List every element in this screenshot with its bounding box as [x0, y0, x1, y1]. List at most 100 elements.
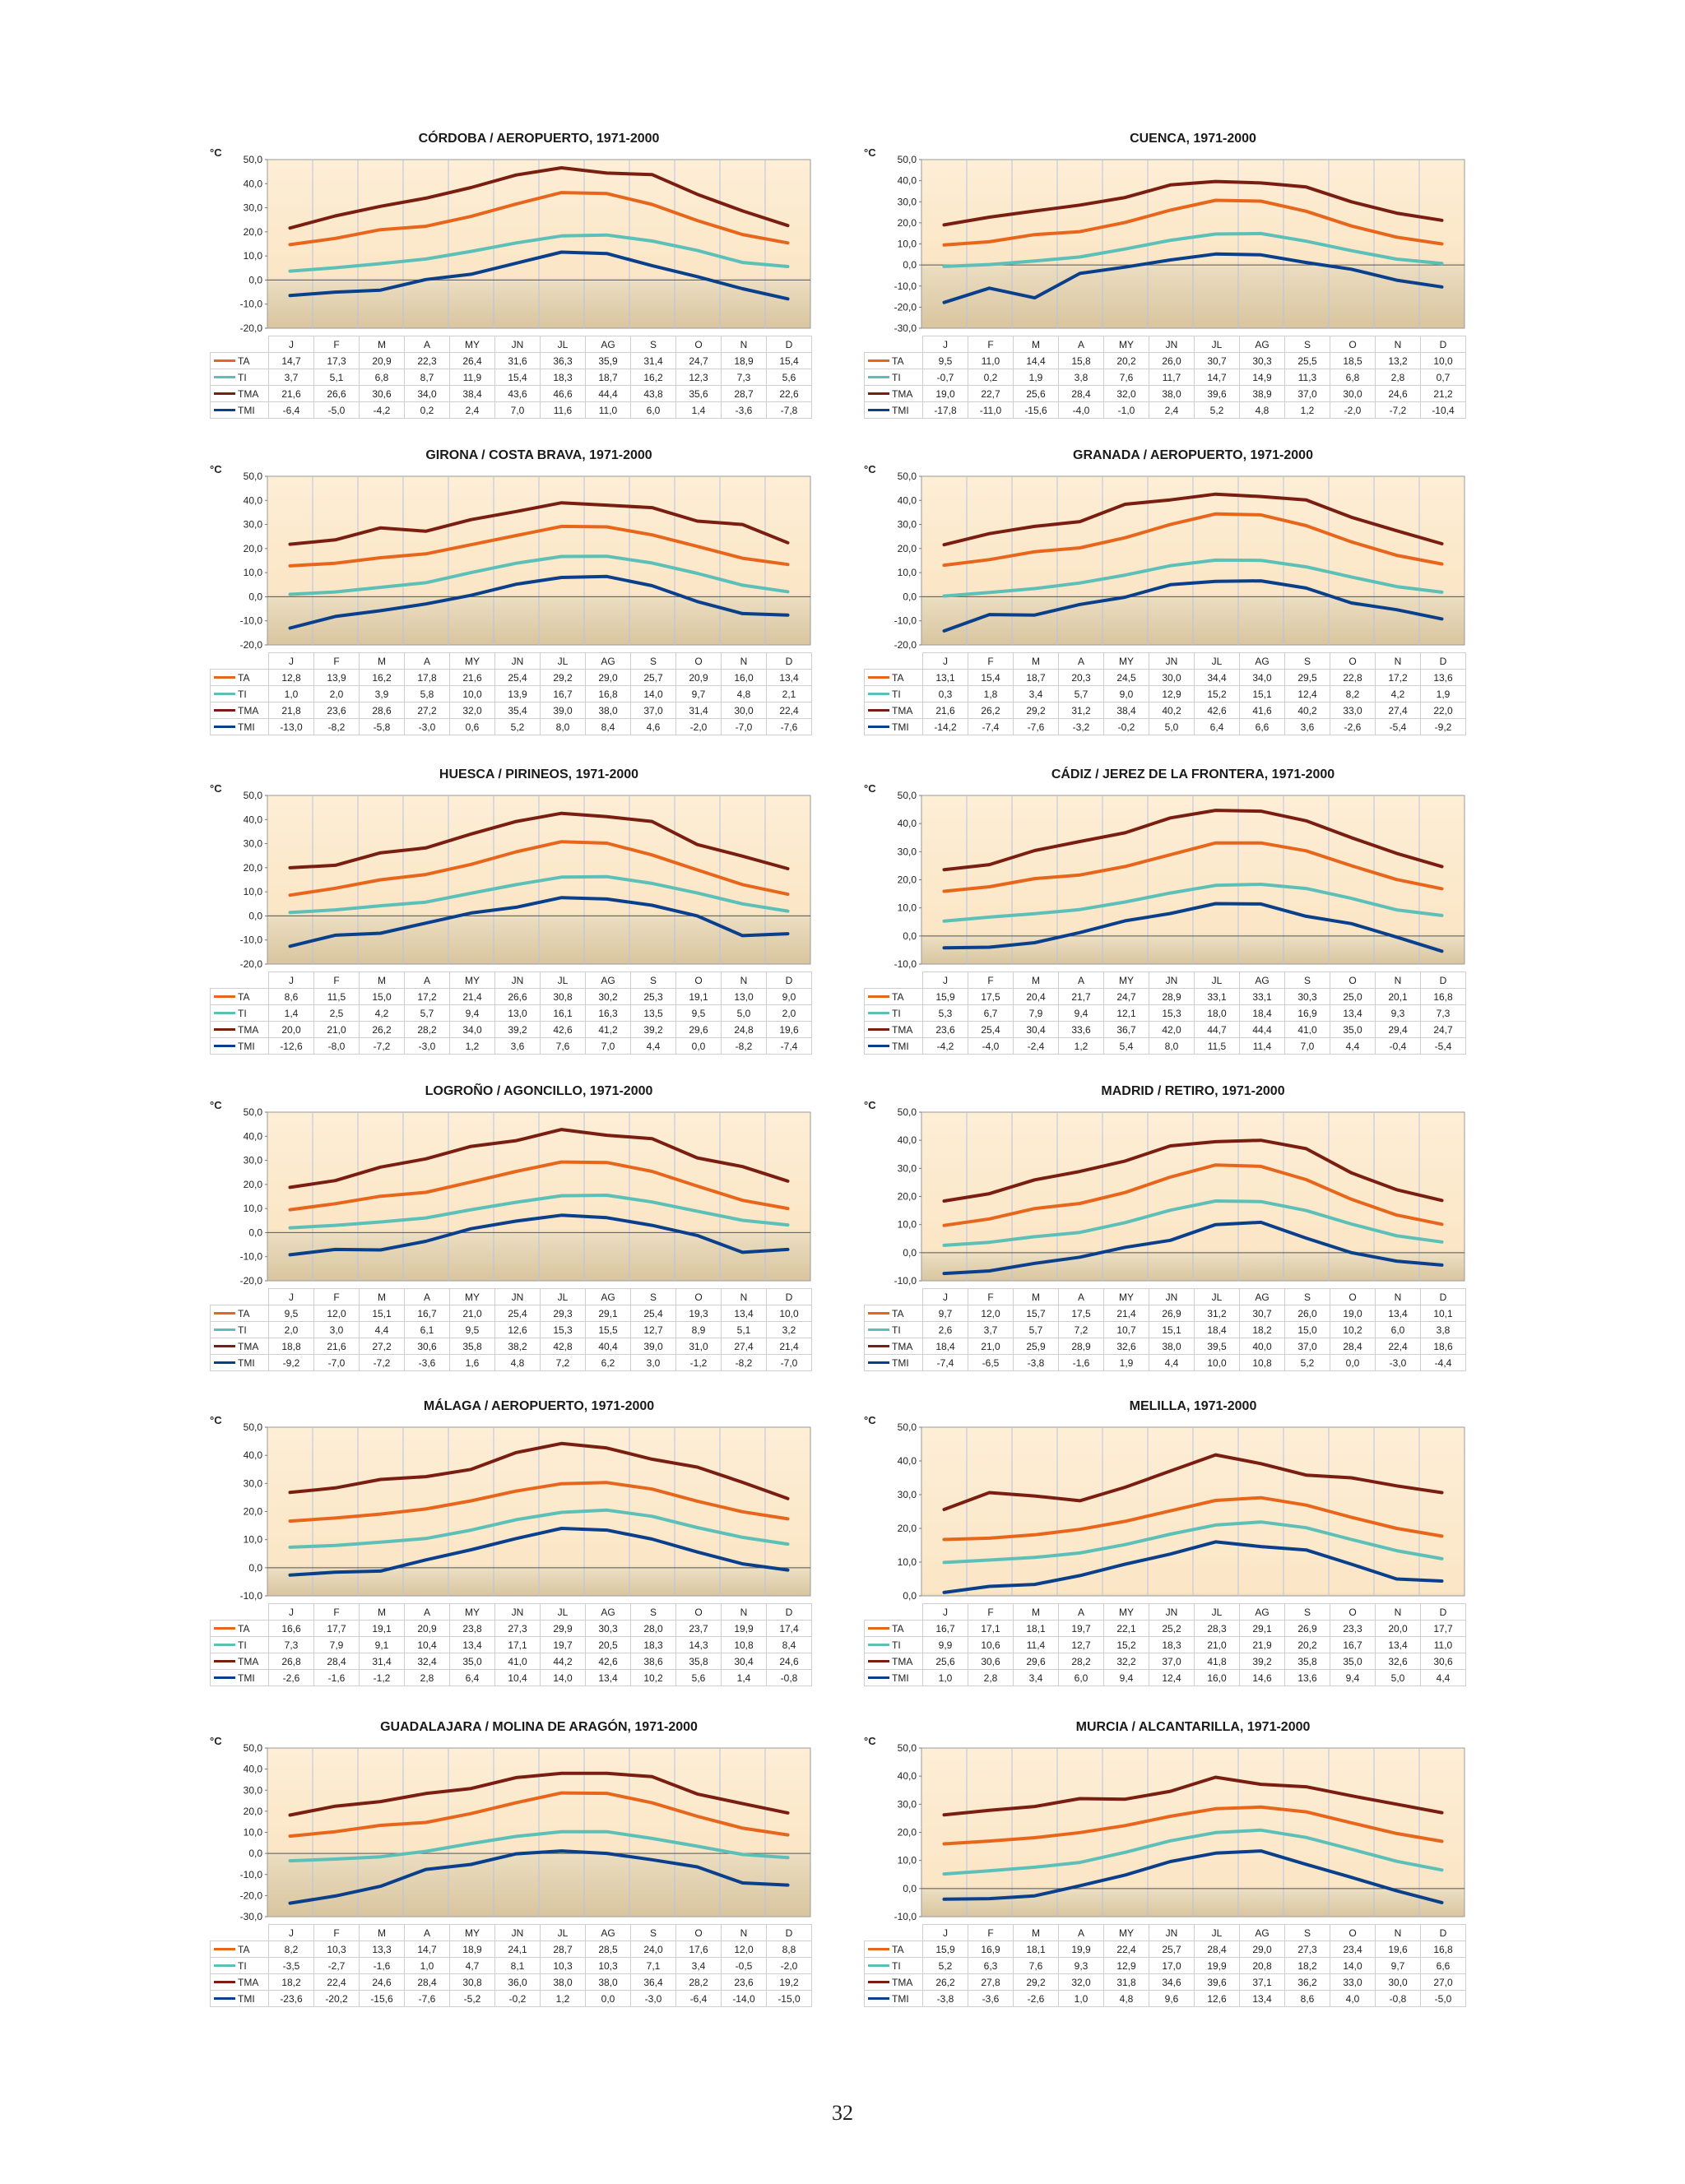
table-header-row: J F M A MY JN JL AG S O N D: [211, 1288, 812, 1305]
table-cell: 6,7: [968, 1004, 1014, 1022]
table-cell: 9,7: [922, 1305, 968, 1322]
table-cell: 9,1: [359, 1636, 405, 1653]
table-cell: 17,8: [404, 669, 450, 686]
table-cell: 0,0: [675, 1037, 722, 1055]
table-cell: 24,8: [721, 1021, 767, 1038]
table-cell: 13,9: [313, 669, 360, 686]
table-cell: 2,8: [404, 1669, 450, 1686]
table-cell: 13,4: [766, 669, 812, 686]
table-cell: -5,2: [449, 1990, 495, 2007]
table-cell: 39,2: [494, 1021, 541, 1038]
table-row: TI 2,6 3,7 5,7 7,2 10,7 15,1 18,4 18,2 15,0 10,2 6,…: [864, 1321, 1466, 1338]
table-cell: 30,7: [1239, 1305, 1285, 1322]
month-label: D: [1420, 336, 1466, 353]
table-cell: 1,4: [268, 1004, 314, 1022]
unit-label: °C: [864, 1735, 876, 1747]
month-label: JL: [540, 971, 586, 989]
table-cell: 19,0: [1330, 1305, 1376, 1322]
table-cell: 20,4: [1013, 988, 1059, 1005]
table-cell: 10,2: [1330, 1321, 1376, 1338]
legend-swatch: [214, 376, 235, 379]
legend-label: TMA: [238, 1023, 259, 1036]
table-cell: 19,0: [922, 385, 968, 402]
table-cell: 5,2: [494, 718, 541, 735]
table-cell: -8,0: [313, 1037, 360, 1055]
month-label: AG: [1239, 336, 1285, 353]
table-cell: 13,9: [494, 685, 541, 702]
table-header-row: J F M A MY JN JL AG S O N D: [865, 1288, 1466, 1305]
table-cell: 10,8: [1239, 1354, 1285, 1371]
table-cell: 6,0: [630, 401, 676, 419]
table-cell: 28,3: [1194, 1620, 1240, 1637]
legend-label: TI: [892, 1007, 901, 1019]
data-table: J F M A MY JN JL AG S O N D TA 15,9 17,5 20,4 21,7 24,7 28…: [864, 971, 1466, 1055]
legend-swatch: [868, 1981, 889, 1984]
month-label: A: [1058, 971, 1104, 989]
table-cell: 16,3: [585, 1004, 631, 1022]
table-cell: 7,6: [540, 1037, 586, 1055]
table-cell: 5,1: [721, 1321, 767, 1338]
series-line-tma: [288, 811, 790, 870]
month-label: F: [968, 1924, 1014, 1941]
table-cell: 3,7: [268, 369, 314, 386]
unit-label: °C: [210, 1414, 222, 1426]
table-cell: 16,7: [540, 685, 586, 702]
table-cell: 29,2: [1013, 702, 1059, 719]
legend-entry: TA: [864, 1305, 923, 1322]
y-tick-label: -10,0: [240, 1590, 263, 1602]
month-label: N: [1375, 652, 1421, 670]
legend-label: TMA: [238, 1655, 259, 1667]
table-cell: 41,6: [1239, 702, 1285, 719]
y-tick-label: -30,0: [894, 322, 917, 334]
series-line-tmi: [288, 1527, 790, 1577]
y-tick-label: -10,0: [240, 299, 263, 310]
y-tick-label: 50,0: [244, 471, 263, 482]
legend-entry: TA: [864, 1620, 923, 1637]
table-cell: 18,5: [1330, 352, 1376, 369]
table-cell: 7,0: [585, 1037, 631, 1055]
month-label: J: [268, 1288, 314, 1305]
chart-plot: 50,0 40,0 30,0 20,0 10,0 0,0 -10,0 -20,0: [894, 471, 1465, 651]
table-cell: 4,0: [1330, 1990, 1376, 2007]
table-cell: 32,2: [1103, 1653, 1149, 1670]
month-label: F: [313, 336, 360, 353]
legend-swatch: [214, 1328, 235, 1332]
y-tick-label: -20,0: [894, 301, 917, 313]
table-cell: 7,9: [313, 1636, 360, 1653]
legend-swatch: [214, 709, 235, 712]
series-line-ta: [288, 1791, 790, 1839]
month-label: D: [1420, 1924, 1466, 1941]
table-cell: 10,0: [1194, 1354, 1240, 1371]
table-cell: 41,0: [1284, 1021, 1330, 1038]
table-cell: 31,2: [1194, 1305, 1240, 1322]
table-cell: 35,6: [675, 385, 722, 402]
table-row: TMA 21,6 26,6 30,6 34,0 38,4 43,6 46,6 44,4 43,8 3…: [210, 385, 812, 402]
month-label: D: [766, 1924, 812, 1941]
table-cell: 19,7: [540, 1636, 586, 1653]
y-tick-label: -10,0: [240, 1251, 263, 1263]
table-row: TA 9,5 11,0 14,4 15,8 20,2 26,0 30,7 30,3 25,5 18,…: [864, 352, 1466, 369]
legend-entry: TMA: [210, 1973, 269, 1991]
table-cell: 15,0: [1284, 1321, 1330, 1338]
table-cell: 35,0: [1330, 1653, 1376, 1670]
unit-label: °C: [210, 1099, 222, 1111]
table-cell: 17,0: [1149, 1957, 1195, 1974]
table-cell: -3,0: [404, 718, 450, 735]
table-cell: 4,4: [1149, 1354, 1195, 1371]
legend-label: TMA: [892, 1340, 913, 1352]
table-cell: 22,8: [1330, 669, 1376, 686]
table-cell: -20,2: [313, 1990, 360, 2007]
table-cell: 39,2: [630, 1021, 676, 1038]
y-tick-label: 0,0: [903, 1590, 917, 1602]
month-label: S: [1284, 336, 1330, 353]
series-line-tmi: [288, 574, 790, 630]
table-cell: 4,4: [1330, 1037, 1376, 1055]
legend-label: TMI: [238, 721, 255, 733]
month-label: MY: [1103, 336, 1149, 353]
table-cell: 19,3: [675, 1305, 722, 1322]
table-cell: 29,1: [1239, 1620, 1285, 1637]
table-cell: 27,4: [721, 1338, 767, 1355]
table-cell: 26,2: [968, 702, 1014, 719]
y-tick-label: 30,0: [898, 196, 917, 207]
legend-entry: TMA: [864, 1021, 923, 1038]
